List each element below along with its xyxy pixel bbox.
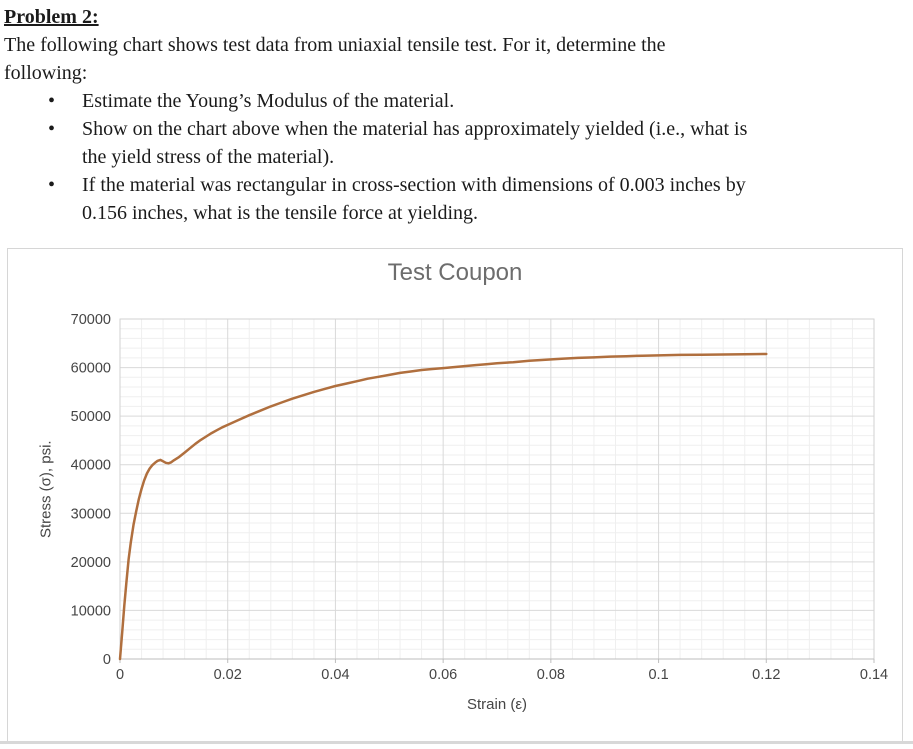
- y-tick-label: 0: [103, 652, 111, 668]
- x-tick-label: 0.1: [648, 667, 668, 683]
- x-axis-title: Strain (ε): [466, 696, 528, 713]
- bullet-text: Estimate the Young’s Modulus of the mate…: [82, 90, 455, 112]
- y-tick-label: 30000: [71, 506, 111, 522]
- intro-line: following:: [4, 62, 88, 84]
- bullet-item: • If the material was rectangular in cro…: [4, 171, 884, 227]
- x-tick-label: 0.06: [429, 667, 457, 683]
- bullet-text: Show on the chart above when the materia…: [82, 118, 748, 168]
- bullet-marker: •: [48, 118, 56, 140]
- y-tick-label: 60000: [71, 361, 111, 377]
- bullet-marker: •: [48, 90, 56, 112]
- y-tick-label: 20000: [71, 555, 111, 571]
- y-tick-label: 70000: [71, 312, 111, 328]
- test-coupon-chart: Test Coupon 0 0.02 0.04 0.06 0.08 0.1 0.12 0.14…: [7, 248, 903, 742]
- y-tick-label: 10000: [71, 603, 111, 619]
- plot-border: [119, 318, 875, 660]
- x-tick-label: 0.14: [860, 667, 888, 683]
- y-tick-label: 40000: [71, 458, 111, 474]
- bullet-item: • Estimate the Young’s Modulus of the ma…: [4, 87, 884, 115]
- problem-heading: Problem 2:: [4, 6, 99, 28]
- y-axis-title: Stress (σ), psi.: [37, 440, 55, 538]
- bullet-item: • Show on the chart above when the mater…: [4, 115, 884, 171]
- x-tick-label: 0.12: [752, 667, 780, 683]
- x-tick-label: 0.04: [321, 667, 349, 683]
- problem-statement: Problem 2: The following chart shows tes…: [4, 3, 884, 227]
- stress-strain-curve: [118, 352, 768, 661]
- y-tick-label: 50000: [71, 409, 111, 425]
- x-tick-label: 0.02: [214, 667, 242, 683]
- x-tick-label: 0: [116, 667, 124, 683]
- intro-line: The following chart shows test data from…: [4, 34, 666, 56]
- x-tick-label: 0.08: [537, 667, 565, 683]
- stress-strain-plot: 0 0.02 0.04 0.06 0.08 0.1 0.12 0.14 0 10000 20000 3…: [71, 312, 888, 683]
- bullet-text: If the material was rectangular in cross…: [82, 174, 746, 224]
- bullet-marker: •: [48, 174, 56, 196]
- chart-title: Test Coupon: [387, 259, 523, 286]
- page-bottom-divider: [0, 741, 913, 744]
